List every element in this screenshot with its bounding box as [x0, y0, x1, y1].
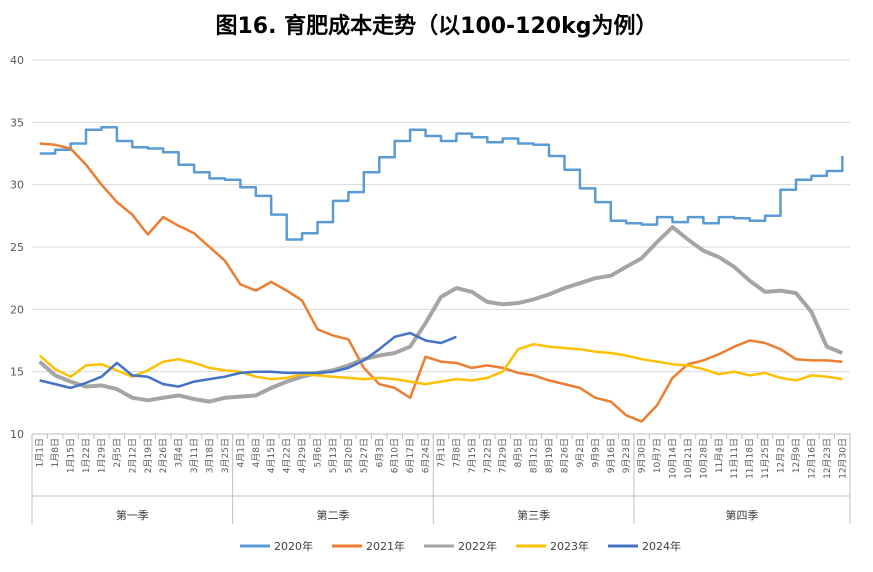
x-tick-label: 11月11日 — [729, 438, 740, 479]
series-line-3 — [38, 225, 844, 404]
x-tick-label: 2月19日 — [143, 438, 154, 473]
x-tick-label: 12月16日 — [806, 438, 817, 479]
y-tick-label: 10 — [10, 428, 24, 441]
x-tick-label: 8月12日 — [529, 438, 540, 473]
series-line-1 — [39, 126, 844, 241]
x-tick-label: 12月23日 — [822, 438, 833, 479]
x-tick-label: 7月29日 — [498, 438, 509, 473]
x-tick-label: 4月8日 — [251, 438, 262, 467]
x-tick-label: 6月3日 — [374, 438, 385, 467]
y-tick-label: 20 — [10, 303, 24, 316]
axes: 10 15 20 25 30 35 40 1月1日 1月8日 1月15日 1月22日 1月29日 2月5… — [10, 54, 851, 524]
x-tick-label: 4月1日 — [235, 438, 246, 467]
x-tick-label: 12月30日 — [837, 438, 848, 479]
y-tick-label: 15 — [10, 366, 24, 379]
x-tick-label: 4月22日 — [282, 438, 293, 473]
x-tick-label: 6月17日 — [405, 438, 416, 473]
x-tick-label: 10月21日 — [683, 438, 694, 479]
x-tick-label: 1月22日 — [81, 438, 92, 473]
gridlines — [32, 59, 850, 435]
x-tick-label: 6月24日 — [421, 438, 432, 473]
x-tick-label: 11月4日 — [714, 438, 725, 473]
x-tick-label: 8月26日 — [559, 438, 570, 473]
x-tick-label: 9月16日 — [606, 438, 617, 473]
x-tick-label: 5月20日 — [343, 438, 354, 473]
x-tick-label: 8月5日 — [513, 438, 524, 467]
x-tick-label: 12月2日 — [776, 438, 787, 473]
x-tick-label: 1月1日 — [35, 438, 46, 467]
y-tick-label: 40 — [10, 54, 24, 67]
legend-label-2: 2021年 — [366, 539, 405, 553]
chart-title: 图16. 育肥成本走势（以100-120kg为例） — [215, 14, 658, 39]
x-tick-label: 10月28日 — [698, 438, 709, 479]
x-tick-label: 1月15日 — [66, 438, 77, 473]
x-tick-label: 7月22日 — [482, 438, 493, 473]
x-tick-label: 6月10日 — [390, 438, 401, 473]
x-tick-label: 3月4日 — [174, 438, 185, 467]
x-tick-label: 3月25日 — [220, 438, 231, 473]
quarter-label: 第四季 — [725, 508, 758, 522]
quarter-label: 第三季 — [517, 508, 550, 522]
x-tick-label: 9月9日 — [590, 438, 601, 467]
legend-label-1: 2020年 — [274, 539, 313, 553]
x-tick-label: 2月12日 — [127, 438, 138, 473]
legend: 2020年 2021年 2022年 2023年 2024年 — [240, 539, 681, 553]
legend-label-5: 2024年 — [642, 539, 681, 553]
y-tick-label: 35 — [10, 116, 24, 129]
quarter-label: 第二季 — [316, 508, 349, 522]
x-tick-label: 7月1日 — [436, 438, 447, 467]
x-tick-label: 2月5日 — [112, 438, 123, 467]
x-tick-label: 4月15日 — [266, 438, 277, 473]
legend-label-4: 2023年 — [550, 539, 589, 553]
legend-label-3: 2022年 — [458, 539, 497, 553]
x-tick-label: 1月29日 — [96, 438, 107, 473]
x-tick-label: 12月9日 — [791, 438, 802, 473]
series-lines — [38, 126, 844, 423]
x-tick-label: 7月15日 — [467, 438, 478, 473]
x-tick-label: 5月13日 — [328, 438, 339, 473]
x-tick-label: 10月7日 — [652, 438, 663, 473]
x-tick-label: 3月11日 — [189, 438, 200, 473]
x-tick-label: 9月30日 — [637, 438, 648, 473]
x-tick-label: 2月26日 — [158, 438, 169, 473]
x-tick-label: 11月25日 — [760, 438, 771, 479]
x-tick-label: 5月6日 — [313, 438, 324, 467]
x-tick-label: 7月8日 — [451, 438, 462, 467]
series-line-2 — [39, 142, 843, 423]
x-tick-label: 4月29日 — [297, 438, 308, 473]
series-line-5 — [39, 331, 457, 390]
x-tick-label: 1月8日 — [50, 438, 61, 467]
series-line-4 — [38, 342, 843, 386]
x-tick-label: 11月18日 — [745, 438, 756, 479]
x-tick-label: 3月18日 — [204, 438, 215, 473]
quarter-label: 第一季 — [116, 508, 149, 522]
x-tick-label: 5月27日 — [359, 438, 370, 473]
y-tick-label: 25 — [10, 241, 24, 254]
x-tick-label: 8月19日 — [544, 438, 555, 473]
x-tick-label: 9月2日 — [575, 438, 586, 467]
x-tick-label: 10月14日 — [668, 438, 679, 479]
y-tick-label: 30 — [10, 179, 24, 192]
x-tick-label: 9月23日 — [621, 438, 632, 473]
